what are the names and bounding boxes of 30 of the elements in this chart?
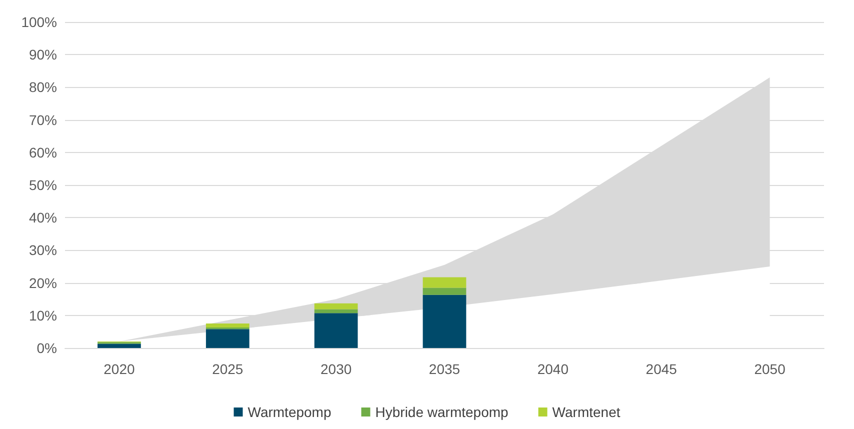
bar (314, 309, 358, 314)
x-tick-label: 2020 (104, 361, 135, 377)
y-tick-label: 10% (28, 307, 57, 324)
legend-label: Warmtepomp (248, 404, 332, 420)
bar (98, 344, 141, 348)
y-tick-label: 70% (28, 112, 57, 128)
bar (422, 288, 466, 295)
y-tick-label: 50% (28, 177, 57, 193)
x-tick-label: 2050 (754, 361, 786, 377)
y-tick-label: 100% (21, 14, 57, 30)
x-tick-label: 2035 (428, 361, 460, 377)
y-tick-label: 80% (28, 79, 57, 96)
x-tick-label: 2030 (320, 361, 352, 377)
x-tick-label: 2025 (212, 361, 244, 377)
x-tick-label: 2045 (646, 361, 678, 377)
bar (314, 303, 358, 310)
bar (206, 324, 250, 328)
legend-label: Hybride warmtepomp (375, 404, 509, 420)
y-tick-label: 20% (28, 274, 57, 291)
bar (206, 329, 250, 348)
y-tick-label: 30% (28, 242, 57, 258)
bar (422, 277, 466, 288)
y-tick-label: 0% (36, 340, 57, 356)
bar (314, 313, 358, 348)
y-tick-label: 40% (28, 210, 57, 226)
bar (422, 294, 466, 348)
y-tick-label: 90% (28, 46, 57, 63)
x-tick-label: 2040 (537, 361, 569, 377)
legend-label: Warmtenet (552, 404, 620, 420)
y-tick-label: 60% (28, 144, 57, 160)
